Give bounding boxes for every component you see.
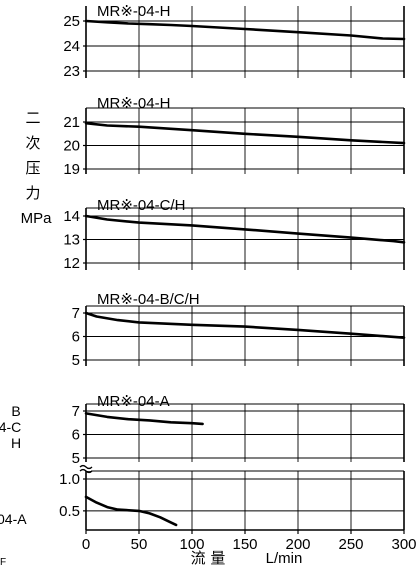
y-label-unit: MPa bbox=[21, 210, 53, 227]
y-tick-label: 24 bbox=[63, 38, 80, 55]
x-tick-label: 200 bbox=[285, 536, 310, 553]
y-tick-label: 13 bbox=[63, 232, 80, 249]
x-label-unit: L/min bbox=[266, 550, 303, 567]
panel-5: MR※-04-A 5 6 7 bbox=[72, 393, 405, 467]
y-tick-label: 0.5 bbox=[59, 503, 80, 520]
y-label-char-4: 力 bbox=[25, 184, 40, 202]
y-tick-label: 25 bbox=[63, 13, 80, 30]
y-label-char-2: 次 bbox=[25, 134, 40, 152]
y-tick-label: 14 bbox=[63, 208, 80, 225]
series-line bbox=[84, 214, 406, 244]
panel-title: MR※-04-H bbox=[97, 95, 170, 112]
series-line bbox=[84, 121, 406, 145]
series-line bbox=[84, 495, 178, 527]
y-tick-label: 19 bbox=[63, 161, 80, 178]
y-tick-label: 6 bbox=[72, 427, 80, 444]
x-tick-label: 50 bbox=[131, 536, 148, 553]
y-label-char-3: 压 bbox=[25, 159, 40, 177]
series-line bbox=[84, 19, 406, 41]
y-tick-label: 23 bbox=[63, 63, 80, 80]
y-tick-label: 21 bbox=[63, 114, 80, 131]
series-line bbox=[84, 412, 204, 426]
side-label-b: B bbox=[11, 403, 20, 419]
side-label-04a: 04-A bbox=[0, 511, 27, 527]
panel-title: MR※-04-C/H bbox=[97, 197, 185, 214]
x-tick-label: 0 bbox=[82, 536, 90, 553]
panel-title: MR※-04-H bbox=[97, 3, 170, 20]
panel-4: MR※-04-B/C/H 5 6 7 bbox=[72, 291, 406, 369]
chart-panels: MR※-04-H 23 24 25 MR※-04-H 19 20 21 MR※-04-C/H 12… bbox=[59, 3, 416, 553]
y-tick-label: 12 bbox=[63, 255, 80, 272]
y-label-char-1: 二 bbox=[25, 109, 40, 127]
y-tick-label: 5 bbox=[72, 352, 80, 369]
panel-2: MR※-04-H 19 20 21 bbox=[63, 95, 406, 178]
y-tick-label: 6 bbox=[72, 329, 80, 346]
y-tick-label: 5 bbox=[72, 450, 80, 467]
y-tick-label: 7 bbox=[72, 403, 80, 420]
panel-3: MR※-04-C/H 12 13 14 bbox=[63, 197, 406, 272]
side-label-h: H bbox=[11, 435, 21, 451]
x-tick-label: 300 bbox=[391, 536, 416, 553]
panel-1: MR※-04-H 23 24 25 bbox=[63, 3, 406, 80]
x-label-cjk: 流 量 bbox=[191, 549, 226, 567]
side-label-4c: 4-C bbox=[0, 419, 21, 435]
y-tick-label: 7 bbox=[72, 305, 80, 322]
y-tick-label: 1.0 bbox=[59, 471, 80, 488]
y-tick-label: 20 bbox=[63, 138, 80, 155]
axis-break-icon bbox=[79, 464, 93, 474]
x-tick-label: 100 bbox=[179, 536, 204, 553]
panel-title: MR※-04-B/C/H bbox=[97, 291, 200, 308]
x-tick-label: 250 bbox=[338, 536, 363, 553]
panel-6: 0.5 1.0 0 50 100 150 200 250 300 bbox=[59, 470, 417, 553]
x-tick-label: 150 bbox=[232, 536, 257, 553]
panel-title: MR※-04-A bbox=[97, 393, 170, 410]
side-label-stray: F bbox=[0, 557, 6, 568]
series-line bbox=[84, 311, 406, 340]
